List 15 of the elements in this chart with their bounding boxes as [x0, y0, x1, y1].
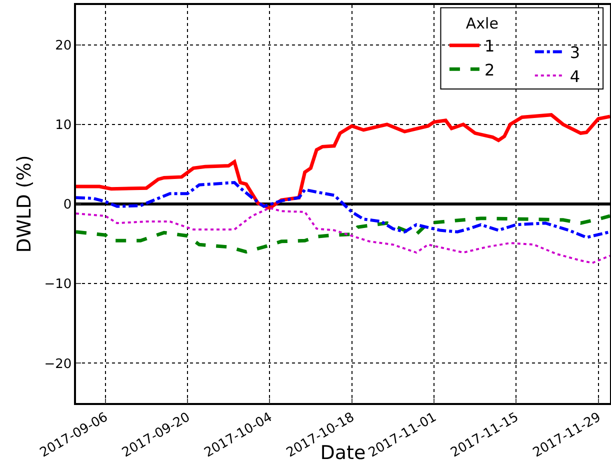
y-tick-label: 20	[55, 38, 72, 54]
line-series	[76, 181, 610, 239]
legend-label: 4	[570, 66, 580, 86]
y-tick-label: −10	[44, 277, 72, 292]
line-series	[76, 214, 610, 254]
legend-label: 2	[484, 60, 495, 80]
legend-label: 3	[570, 42, 580, 62]
line-series	[76, 113, 610, 210]
legend-title: Axle	[466, 14, 498, 32]
legend-label: 1	[484, 36, 495, 56]
y-tick-label: 0	[63, 198, 72, 213]
y-tick-label: 10	[55, 118, 72, 133]
y-tick-label: −20	[44, 356, 72, 372]
y-axis-title: DWLD (%)	[14, 155, 36, 253]
line-series	[76, 206, 610, 264]
